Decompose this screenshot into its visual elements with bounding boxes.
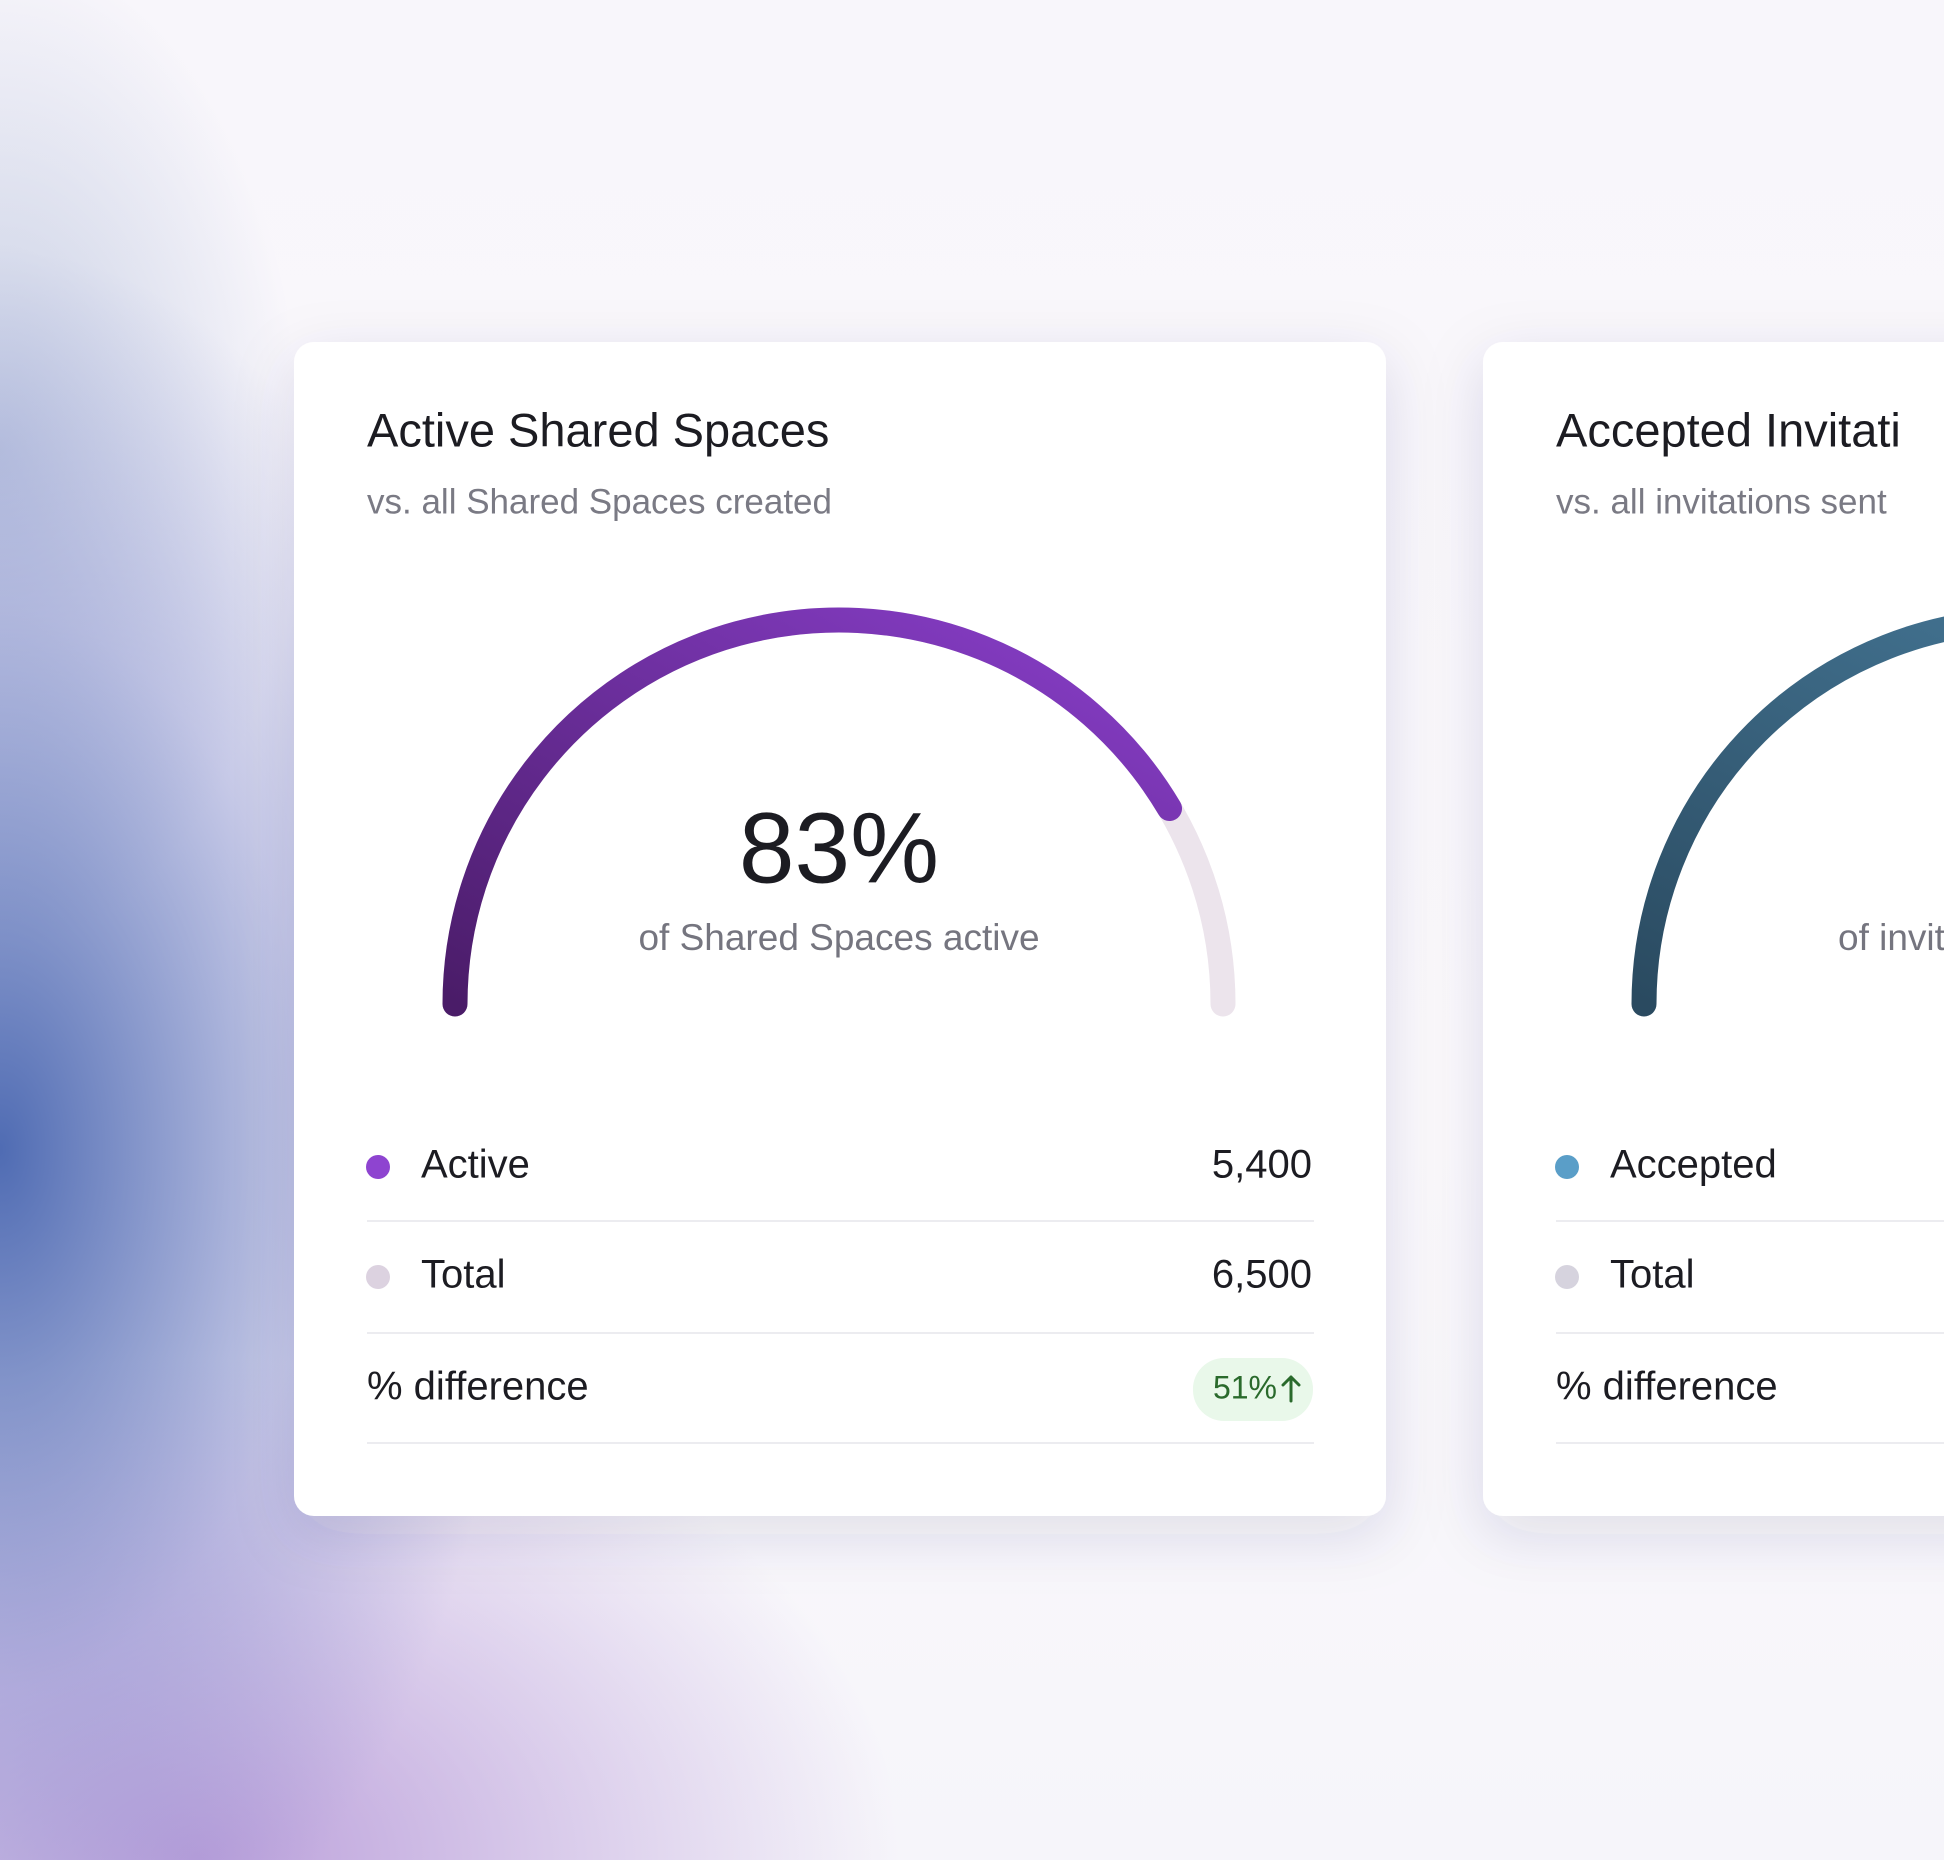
row-value: 5,400: [1212, 1143, 1312, 1187]
row-value: 6,500: [1212, 1253, 1312, 1297]
legend-dot: [1555, 1155, 1579, 1179]
legend-dot: [366, 1265, 390, 1289]
row-label: Total: [421, 1253, 506, 1297]
row-label: % difference: [367, 1365, 589, 1409]
row-label: Accepted: [1610, 1143, 1777, 1187]
badge: [1192, 1358, 1313, 1421]
gauge-caption: of invit: [1838, 917, 1944, 958]
gauge-value: 83%: [739, 792, 939, 904]
card-subtitle: vs. all invitations sent: [1556, 482, 1887, 521]
gauge-caption: of Shared Spaces active: [638, 917, 1039, 958]
legend-dot: [366, 1155, 390, 1179]
badge-value: 51%: [1213, 1369, 1277, 1405]
card-title: Accepted Invitati: [1556, 403, 1901, 456]
gauge-arc: [1631, 616, 1944, 1017]
card-subtitle: vs. all Shared Spaces created: [367, 482, 832, 521]
card: [294, 342, 1386, 1516]
legend-dot: [1555, 1265, 1579, 1289]
badge-arrow: [1281, 1375, 1301, 1403]
gauge-arc: [442, 607, 1183, 1017]
row-label: Total: [1610, 1253, 1695, 1297]
row-label: Active: [421, 1143, 530, 1187]
row-label: % difference: [1556, 1365, 1778, 1409]
card-title: Active Shared Spaces: [367, 403, 829, 456]
card: [1483, 342, 1944, 1516]
